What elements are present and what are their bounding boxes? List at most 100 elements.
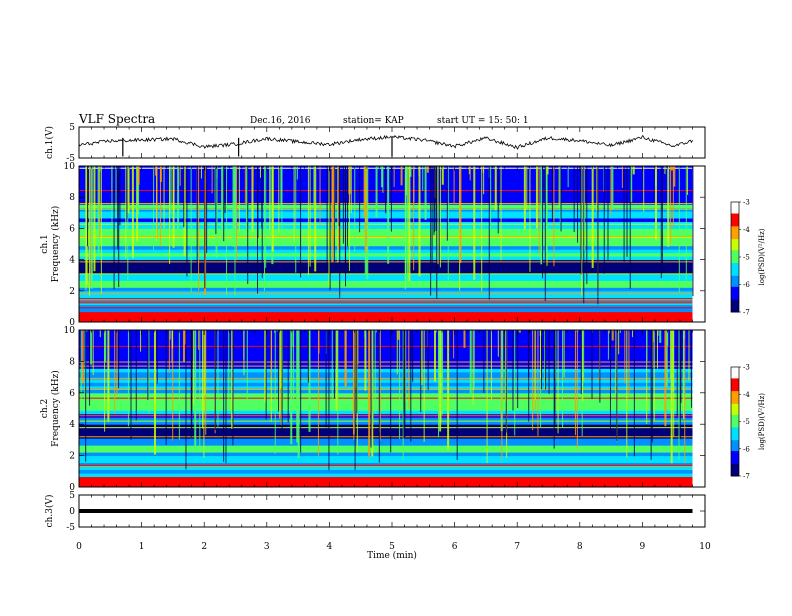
spectrogram-image — [79, 166, 693, 323]
sferic-streak — [171, 166, 172, 214]
dark-streak — [581, 330, 582, 394]
sferic-streak — [583, 330, 584, 381]
y-tick-label: 5 — [69, 491, 75, 501]
sferic-streak — [673, 330, 674, 437]
sferic-streak — [427, 166, 429, 173]
sferic-streak — [193, 330, 194, 404]
sferic-streak — [440, 166, 441, 267]
colorbar-tick-label: -3 — [743, 199, 750, 207]
dark-streak — [586, 166, 587, 284]
sferic-streak — [132, 166, 134, 258]
y-tick-label: 10 — [64, 162, 76, 172]
dark-streak — [545, 166, 546, 301]
frequency-band — [79, 333, 692, 337]
frequency-band — [79, 480, 692, 484]
y-tick-label: 8 — [69, 357, 75, 367]
frequency-band — [79, 267, 692, 271]
sferic-streak — [463, 330, 465, 348]
sferic-streak — [643, 166, 644, 212]
x-tick-label: 4 — [327, 542, 333, 552]
sferic-streak — [128, 330, 129, 426]
band-line — [79, 427, 692, 428]
sferic-streak — [459, 166, 461, 263]
dark-streak — [692, 166, 693, 296]
sferic-streak — [351, 166, 352, 213]
sferic-streak — [622, 166, 623, 188]
dark-streak — [541, 330, 542, 389]
sferic-streak — [474, 330, 475, 390]
frequency-band — [79, 473, 692, 477]
dark-streak — [183, 166, 184, 227]
frequency-band — [79, 347, 692, 351]
dark-streak — [266, 330, 267, 420]
dark-streak — [528, 330, 529, 422]
dark-streak — [404, 330, 405, 437]
dark-streak — [278, 330, 279, 412]
dark-streak — [561, 166, 562, 231]
sferic-streak — [495, 166, 497, 210]
sferic-streak — [217, 330, 218, 427]
sferic-streak — [172, 330, 173, 348]
dark-streak — [232, 330, 233, 445]
dark-streak — [186, 166, 187, 277]
dark-streak — [131, 330, 132, 440]
sferic-streak — [582, 330, 583, 402]
sferic-streak — [413, 166, 414, 270]
ch1-waveform-line — [79, 136, 693, 149]
frequency-band — [79, 228, 692, 232]
sferic-streak — [199, 330, 200, 448]
band-line — [79, 293, 692, 294]
y-axis-title: ch.3(V) — [44, 495, 55, 528]
frequency-band — [79, 407, 692, 411]
sferic-streak — [610, 166, 611, 215]
band-line — [79, 273, 692, 274]
dark-streak — [661, 166, 662, 278]
frequency-band — [79, 242, 692, 246]
sferic-streak — [487, 330, 488, 463]
dark-streak — [308, 330, 309, 383]
sferic-streak — [406, 166, 408, 281]
x-tick-label: 2 — [201, 542, 207, 552]
sferic-streak — [332, 166, 334, 262]
dark-streak — [288, 330, 289, 423]
sferic-streak — [337, 330, 338, 455]
sferic-streak — [198, 166, 199, 291]
y-tick-label: 6 — [69, 224, 75, 234]
sferic-streak — [441, 330, 443, 415]
dark-streak — [390, 330, 391, 452]
dark-streak — [343, 166, 344, 244]
sferic-streak — [422, 166, 423, 191]
sferic-streak — [555, 330, 556, 379]
sferic-streak — [453, 330, 454, 358]
sferic-streak — [203, 330, 204, 458]
dark-streak — [420, 330, 421, 412]
dark-streak — [330, 166, 331, 290]
dark-streak — [597, 166, 598, 304]
sferic-streak — [201, 166, 202, 178]
sferic-streak — [481, 166, 482, 291]
sferic-streak — [535, 330, 536, 400]
sferic-streak — [169, 166, 170, 264]
y-axis-title: ch.1 — [40, 234, 50, 253]
sferic-streak — [547, 166, 549, 174]
sferic-streak — [369, 330, 370, 459]
dark-streak — [554, 330, 555, 449]
sferic-streak — [281, 166, 282, 234]
dark-streak — [545, 330, 546, 389]
sferic-streak — [408, 166, 410, 281]
sferic-streak — [91, 166, 93, 289]
sferic-streak — [646, 330, 647, 361]
sferic-streak — [81, 330, 82, 411]
sferic-streak — [140, 330, 141, 352]
colorbar-tick-label: -4 — [743, 226, 750, 234]
frequency-band — [79, 256, 692, 260]
sferic-streak — [245, 166, 246, 204]
dark-streak — [126, 166, 127, 219]
dark-streak — [624, 166, 625, 262]
sferic-streak — [618, 330, 619, 354]
x-tick-label: 10 — [699, 542, 711, 552]
sferic-streak — [592, 166, 594, 268]
